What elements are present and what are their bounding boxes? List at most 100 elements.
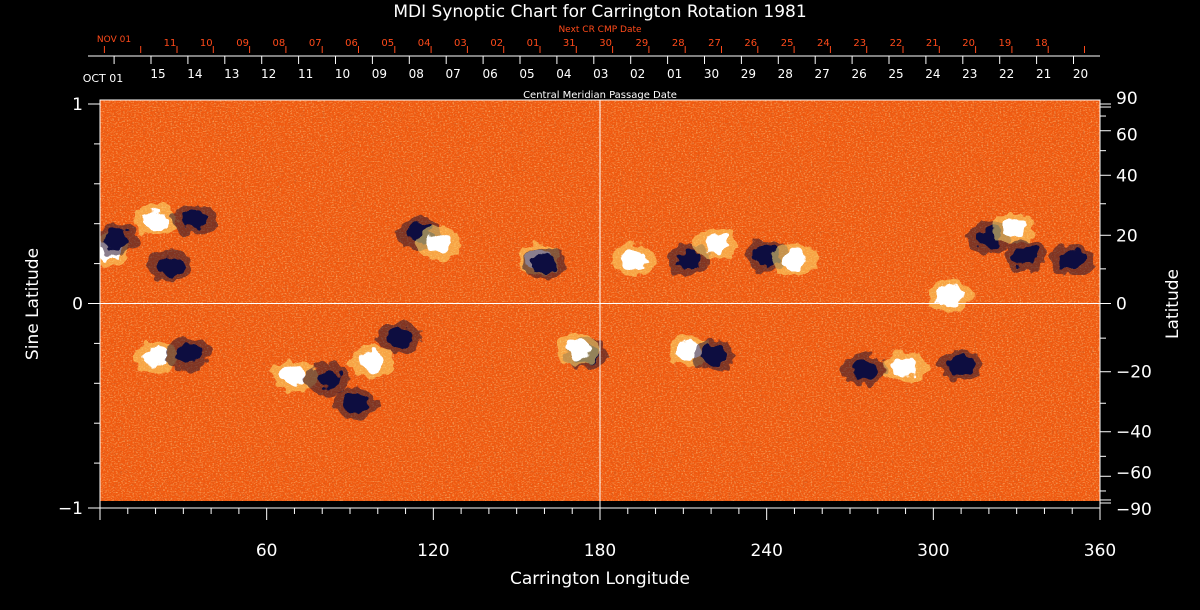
sine-latitude-axis: 1 0 −1	[58, 95, 100, 519]
cmp-date-label: 01	[667, 67, 682, 81]
x-tick-label: 60	[256, 541, 278, 561]
cmp-date-label: 26	[851, 67, 866, 81]
latitude-tick-label: −60	[1116, 463, 1152, 483]
next-cmp-date-label: 24	[817, 38, 830, 49]
latitude-tick-label: −90	[1116, 500, 1152, 520]
cmp-date-label: 20	[1073, 67, 1088, 81]
next-cmp-date-label: 10	[200, 38, 213, 49]
cmp-date-label: 25	[888, 67, 903, 81]
x-axis-label: Carrington Longitude	[510, 569, 690, 589]
cmp-date-label: 13	[224, 67, 239, 81]
next-cmp-date-label: 08	[273, 38, 286, 49]
cmp-date-label: 07	[446, 67, 461, 81]
x-tick-label: 360	[1084, 541, 1116, 561]
active-region-negative	[948, 355, 975, 376]
latitude-tick-label: −20	[1116, 363, 1152, 383]
cmp-date-label: 09	[372, 67, 387, 81]
cmp-date-label: 23	[962, 67, 977, 81]
latitude-tick-label: 40	[1116, 166, 1138, 186]
carrington-longitude-axis: 60 120 180 240 300 360	[99, 508, 1116, 561]
sine-latitude-tick-label: 1	[72, 95, 83, 115]
next-cmp-date-label: 03	[454, 38, 467, 49]
next-cmp-date-label: 01	[527, 38, 540, 49]
magnetogram-map	[100, 100, 1100, 501]
next-cmp-date-label: 09	[236, 38, 249, 49]
next-cmp-date-label: 22	[890, 38, 903, 49]
chart-title: MDI Synoptic Chart for Carrington Rotati…	[393, 2, 806, 22]
x-tick-label: 240	[750, 541, 782, 561]
next-cmp-date-label: 23	[853, 38, 866, 49]
next-cmp-date-label: 06	[345, 38, 358, 49]
active-region-positive	[781, 249, 808, 270]
next-cr-cmp-date-axis: 11 10 09 08 07 06 05 04 03 02 01 31 30 29 28 27 26 25 24 23…	[103, 38, 1085, 53]
cmp-date-label: 27	[815, 67, 830, 81]
cmp-date-label: 05	[519, 67, 534, 81]
next-cmp-date-label: 07	[309, 38, 322, 49]
next-cmp-date-label: 11	[164, 38, 177, 49]
latitude-tick-label: 0	[1116, 295, 1127, 315]
active-region-negative	[1012, 245, 1038, 266]
active-region-negative	[1059, 249, 1086, 270]
latitude-tick-label: 60	[1116, 126, 1138, 146]
active-region-negative	[531, 253, 558, 274]
sine-latitude-tick-label: 0	[72, 295, 83, 315]
next-cmp-start-label: NOV 01	[97, 35, 131, 45]
active-region-negative	[850, 359, 877, 380]
next-cmp-date-label: 19	[999, 38, 1012, 49]
cmp-date-label: 06	[482, 67, 497, 81]
active-region-negative	[103, 229, 130, 250]
y-axis-right-label: Latitude	[1163, 269, 1183, 339]
next-cmp-date-label: 20	[962, 38, 975, 49]
cmp-date-label: 21	[1036, 67, 1051, 81]
cmp-start-label: OCT 01	[83, 72, 124, 85]
cmp-date-label: 10	[335, 67, 350, 81]
active-region-positive	[564, 339, 591, 360]
y-axis-left-label: Sine Latitude	[23, 248, 43, 360]
active-region-positive	[142, 209, 169, 230]
active-region-positive	[142, 347, 169, 368]
next-cmp-date-label: 25	[781, 38, 794, 49]
cmp-date-label: 11	[298, 67, 313, 81]
latitude-tick-label: 20	[1116, 226, 1138, 246]
active-region-negative	[156, 255, 183, 276]
next-cmp-axis-label: Next CR CMP Date	[558, 25, 642, 35]
next-cmp-date-label: 31	[563, 38, 576, 49]
active-region-negative	[700, 345, 727, 366]
cmp-date-label: 14	[187, 67, 202, 81]
next-cmp-date-label: 02	[490, 38, 503, 49]
x-tick-label: 180	[584, 541, 616, 561]
cmp-axis-label: Central Meridian Passage Date	[523, 90, 677, 101]
active-region-positive	[1000, 217, 1027, 238]
active-region-negative	[175, 343, 202, 364]
x-tick-label: 120	[417, 541, 449, 561]
next-cmp-date-label: 26	[744, 38, 757, 49]
next-cmp-date-label: 27	[708, 38, 721, 49]
cmp-date-axis: 15 14 13 12 11 10 09 08 07 06 05 04 03 02 01 30 29 28 27 26…	[88, 55, 1100, 81]
reference-lines	[100, 100, 1100, 508]
active-region-negative	[675, 249, 702, 270]
next-cmp-date-label: 05	[381, 38, 394, 49]
active-region-positive	[892, 357, 919, 378]
active-region-positive	[425, 233, 452, 254]
active-region-positive	[937, 285, 963, 306]
cmp-date-label: 03	[593, 67, 608, 81]
active-region-negative	[342, 393, 369, 414]
cmp-date-label: 08	[409, 67, 424, 81]
x-tick-label: 300	[917, 541, 949, 561]
next-cmp-date-label: 21	[926, 38, 939, 49]
active-region-positive	[281, 365, 308, 386]
active-region-positive	[703, 233, 730, 254]
cmp-date-label: 29	[741, 67, 756, 81]
cmp-date-label: 15	[150, 67, 165, 81]
active-region-positive	[359, 351, 386, 372]
cmp-date-label: 28	[778, 67, 793, 81]
next-cmp-date-label: 04	[418, 38, 431, 49]
next-cmp-date-label: 29	[636, 38, 649, 49]
next-cmp-date-label: 18	[1035, 38, 1048, 49]
active-region-negative	[387, 327, 413, 348]
cmp-date-label: 04	[556, 67, 571, 81]
cmp-date-label: 22	[999, 67, 1014, 81]
cmp-date-label: 30	[704, 67, 719, 81]
active-region-negative	[181, 209, 208, 230]
